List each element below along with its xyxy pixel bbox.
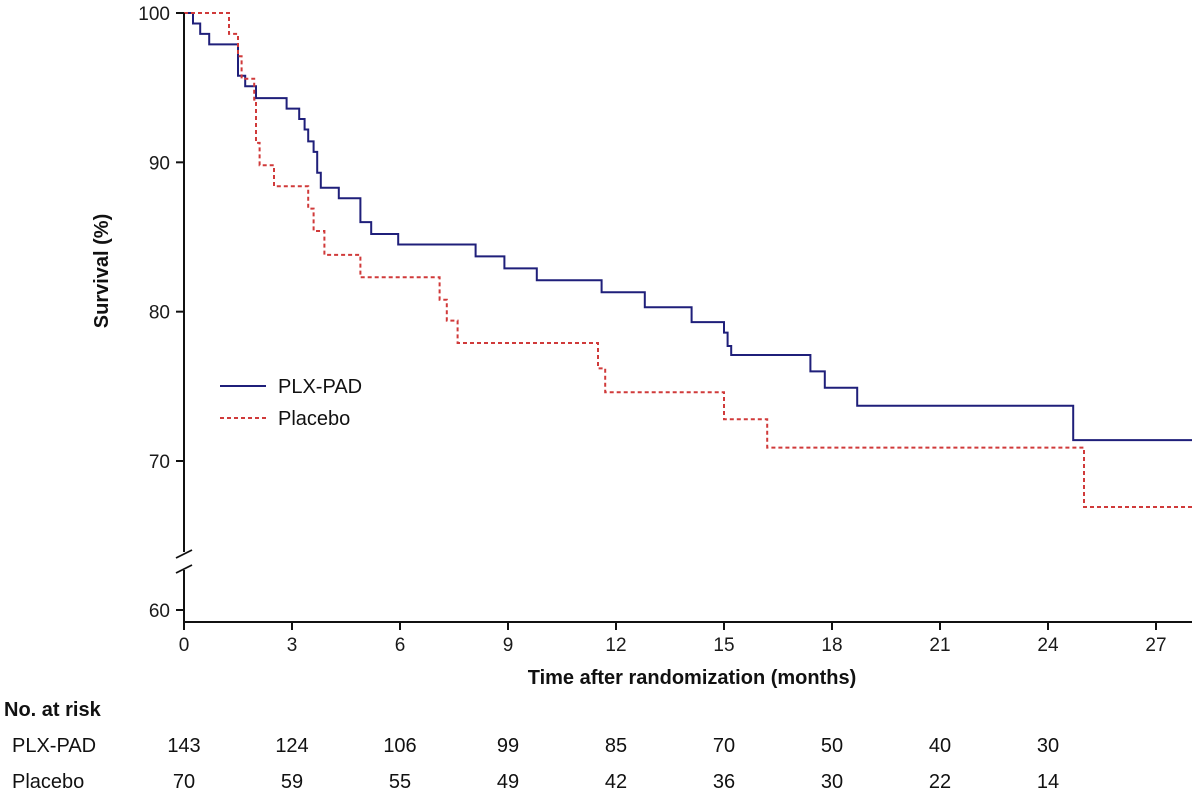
y-tick-label: 90	[149, 153, 170, 174]
y-tick-label: 80	[149, 303, 170, 324]
risk-count: 49	[497, 771, 519, 793]
risk-count: 85	[605, 735, 627, 757]
risk-count: 99	[497, 735, 519, 757]
y-axis: 60 70 80 90 100	[138, 4, 193, 622]
risk-count: 59	[281, 771, 303, 793]
risk-row-label: Placebo	[12, 771, 84, 793]
x-tick-label: 15	[713, 635, 734, 656]
x-axis-title: Time after randomization (months)	[528, 667, 857, 689]
risk-count: 70	[713, 735, 735, 757]
y-tick-label: 60	[149, 601, 170, 622]
risk-table-title: No. at risk	[4, 699, 102, 721]
plot-area	[184, 12, 1192, 508]
x-tick-label: 24	[1037, 635, 1059, 656]
x-tick-label: 21	[929, 635, 950, 656]
risk-count: 42	[605, 771, 627, 793]
risk-count: 55	[389, 771, 411, 793]
axis-break-mark	[175, 564, 193, 574]
legend-label: PLX-PAD	[278, 376, 362, 398]
legend: PLX-PAD Placebo	[220, 376, 362, 430]
risk-count: 50	[821, 735, 843, 757]
risk-count: 36	[713, 771, 735, 793]
risk-count: 106	[383, 735, 416, 757]
x-tick-label: 6	[395, 635, 406, 656]
risk-count: 30	[1037, 735, 1059, 757]
x-tick-label: 12	[605, 635, 626, 656]
series-line-plx-pad	[184, 12, 1192, 442]
risk-count: 70	[173, 771, 195, 793]
risk-count: 143	[167, 735, 200, 757]
risk-row-label: PLX-PAD	[12, 735, 96, 757]
x-tick-label: 0	[179, 635, 190, 656]
risk-count: 22	[929, 771, 951, 793]
y-tick-label: 70	[149, 452, 170, 473]
risk-count: 124	[275, 735, 308, 757]
axis-break-mark	[175, 549, 193, 559]
x-tick-label: 9	[503, 635, 514, 656]
risk-count: 30	[821, 771, 843, 793]
risk-count: 14	[1037, 771, 1059, 793]
x-tick-label: 27	[1145, 635, 1166, 656]
x-tick-label: 3	[287, 635, 298, 656]
legend-label: Placebo	[278, 408, 350, 430]
y-axis-title: Survival (%)	[91, 214, 113, 328]
risk-table: No. at risk PLX-PAD 143 124 106 99 85 70 50 40 30…	[4, 699, 1059, 793]
x-tick-label: 18	[821, 635, 842, 656]
series-line-placebo	[184, 12, 1192, 508]
risk-count: 40	[929, 735, 951, 757]
x-axis: 0 3 6 9 12 15 18 21 24 27	[179, 621, 1192, 656]
y-tick-label: 100	[138, 4, 170, 25]
